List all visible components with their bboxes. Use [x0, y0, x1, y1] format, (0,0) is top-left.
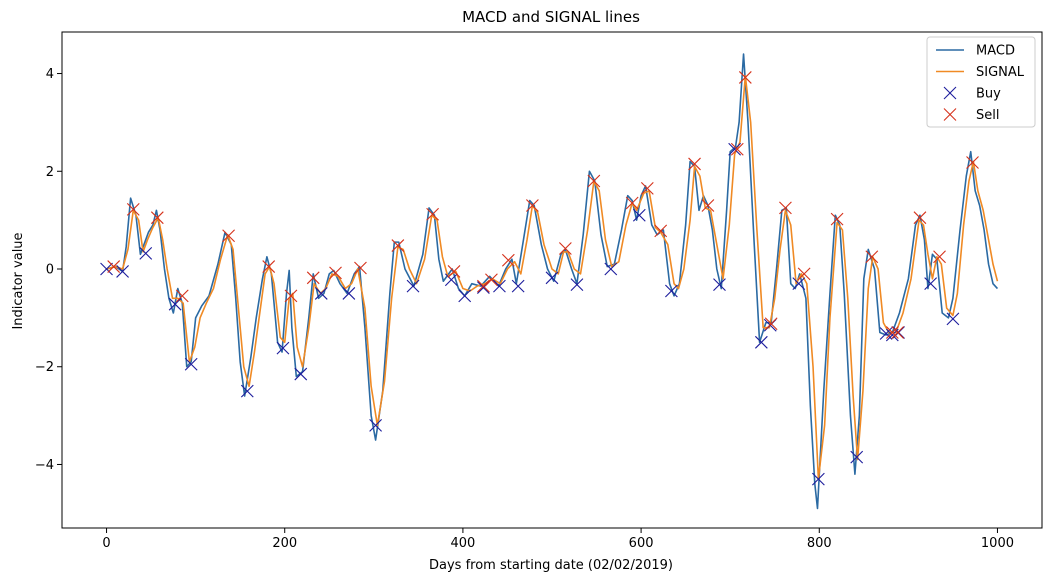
sell-marker: [447, 265, 461, 278]
buy-marker: [444, 273, 458, 287]
sell-marker: [222, 229, 235, 243]
buy-marker: [276, 341, 290, 355]
buy-marker: [713, 278, 726, 292]
legend-swatch-buy: [943, 86, 957, 100]
buy-marker: [604, 262, 618, 276]
y-tick-label: 4: [46, 67, 54, 82]
buy-marker: [342, 287, 356, 300]
buy-marker: [314, 287, 328, 300]
buy-marker: [570, 278, 584, 292]
sell-marker: [885, 326, 899, 339]
sell-marker: [175, 289, 189, 303]
sell-marker: [558, 242, 572, 255]
y-tick-label: 2: [46, 165, 54, 180]
buy-marker: [458, 289, 472, 303]
sell-marker: [701, 199, 715, 212]
sell-marker: [688, 157, 701, 171]
legend-label-sell: Sell: [976, 108, 999, 123]
sell-marker: [391, 239, 405, 252]
buy-marker: [632, 208, 646, 222]
x-tick-label: 1000: [981, 536, 1014, 551]
x-tick-label: 200: [272, 536, 297, 551]
buy-marker: [511, 279, 525, 293]
buy-marker: [139, 246, 153, 260]
x-axis: 0 200 400 600 800 1000: [102, 528, 1014, 551]
sell-marker: [306, 271, 320, 285]
legend: MACD SIGNAL Buy Sell: [926, 36, 1036, 128]
x-axis-label: Days from starting date (02/02/2019): [429, 558, 673, 573]
sell-marker: [830, 212, 844, 226]
sell-marker: [640, 181, 654, 195]
buy-marker: [116, 265, 129, 278]
buy-marker: [493, 279, 506, 293]
y-tick-label: −4: [35, 458, 54, 473]
buy-marker: [168, 297, 182, 311]
sell-marker: [150, 211, 164, 225]
sell-marker: [426, 207, 440, 221]
sell-marker: [354, 261, 367, 275]
sell-marker: [477, 279, 490, 293]
buy-marker: [850, 450, 864, 464]
signal-line: [106, 75, 999, 480]
sell-marker: [764, 317, 778, 331]
y-axis-label: Indicator value: [11, 232, 26, 329]
macd-line: [106, 53, 999, 510]
series-layer: [100, 53, 999, 510]
legend-label-signal: SIGNAL: [976, 65, 1025, 80]
chart-title: MACD and SIGNAL lines: [462, 8, 640, 26]
buy-marker: [892, 326, 905, 339]
buy-marker: [184, 357, 198, 371]
y-axis: −4 −2 0 2 4: [35, 67, 62, 473]
buy-marker: [664, 284, 678, 298]
sell-marker: [587, 174, 601, 188]
buy-marker: [811, 472, 825, 486]
sell-marker: [730, 142, 744, 156]
buy-marker: [100, 262, 113, 276]
x-tick-label: 400: [450, 536, 475, 551]
sell-marker: [933, 250, 946, 264]
sell-marker: [738, 71, 752, 84]
sell-marker: [329, 266, 342, 280]
sell-marker: [913, 211, 927, 225]
x-tick-label: 800: [807, 536, 832, 551]
legend-swatch-sell: [943, 108, 957, 121]
legend-box: [926, 36, 1036, 128]
buy-marker: [946, 312, 960, 326]
y-tick-label: −2: [35, 360, 54, 375]
x-tick-label: 0: [102, 536, 110, 551]
buy-marker: [728, 142, 742, 156]
buy-marker: [754, 335, 768, 349]
sell-marker: [262, 260, 276, 273]
sell-marker: [797, 267, 811, 281]
plot-frame: [61, 31, 1043, 529]
sell-marker: [625, 196, 639, 210]
x-tick-label: 600: [629, 536, 654, 551]
sell-marker: [284, 289, 298, 303]
sell-marker: [891, 326, 905, 339]
sell-marker: [501, 253, 515, 267]
plot-area: [100, 53, 999, 510]
buy-marker: [240, 384, 254, 398]
sell-marker: [966, 156, 979, 169]
sell-marker: [126, 202, 140, 216]
sell-marker: [865, 250, 879, 264]
buy-marker: [294, 367, 308, 381]
y-tick-label: 0: [46, 263, 54, 278]
sell-marker: [485, 273, 498, 287]
sell-marker: [779, 201, 792, 215]
buy-marker: [924, 277, 938, 291]
legend-label-macd: MACD: [976, 44, 1015, 59]
buy-marker: [545, 271, 559, 285]
sell-marker: [654, 224, 668, 238]
buy-marker: [792, 277, 806, 291]
buy-marker: [369, 418, 382, 432]
sell-marker: [526, 199, 539, 212]
buy-marker: [406, 279, 420, 293]
legend-label-buy: Buy: [976, 87, 1001, 102]
sell-marker: [107, 260, 121, 273]
